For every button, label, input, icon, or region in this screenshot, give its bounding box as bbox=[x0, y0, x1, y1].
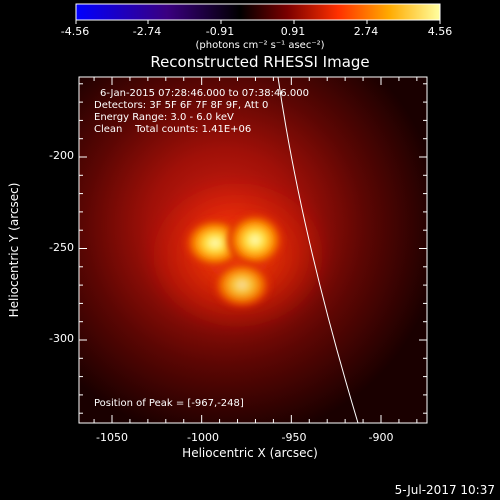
info-line-energy: Energy Range: 3.0 - 6.0 keV bbox=[94, 112, 234, 123]
x-tick-label-1: -1050 bbox=[96, 431, 128, 444]
x-tick-label-3: -950 bbox=[281, 431, 307, 444]
plot-image bbox=[79, 77, 427, 423]
peak-position-label: Position of Peak = [-967,-248] bbox=[94, 398, 244, 409]
colorbar-gradient bbox=[75, 3, 441, 21]
x-axis-label: Heliocentric X (arcsec) bbox=[182, 446, 318, 460]
y-axis-label: Heliocentric Y (arcsec) bbox=[7, 182, 21, 318]
colorbar-tick-label-1: -4.56 bbox=[60, 25, 90, 38]
plot-title: Reconstructed RHESSI Image bbox=[150, 53, 370, 71]
info-line-detectors: Detectors: 3F 5F 6F 7F 8F 9F, Att 0 bbox=[94, 100, 269, 111]
colorbar-svg bbox=[75, 3, 441, 24]
footer-timestamp: 5-Jul-2017 10:37 bbox=[394, 483, 495, 497]
colorbar-ticks bbox=[75, 20, 441, 24]
x-tick-label-4: -900 bbox=[368, 431, 394, 444]
colorbar-tick-label-4: 0.91 bbox=[280, 25, 306, 38]
y-tick-label-1: -200 bbox=[49, 149, 74, 162]
colorbar-units-label: (photons cm⁻² s⁻¹ asec⁻²) bbox=[195, 40, 325, 51]
x-tick-label-2: -1000 bbox=[187, 431, 219, 444]
axis-ticks bbox=[79, 77, 427, 423]
plot-frame bbox=[78, 76, 428, 424]
colorbar-tick-label-3: -0.91 bbox=[205, 25, 235, 38]
y-tick-label-2: -250 bbox=[49, 241, 74, 254]
info-line-counts: Clean Total counts: 1.41E+06 bbox=[94, 124, 252, 135]
colorbar-tick-label-2: -2.74 bbox=[132, 25, 162, 38]
info-line-time-range: 6-Jan-2015 07:28:46.000 to 07:38:46.000 bbox=[100, 88, 309, 99]
colorbar-tick-label-6: 4.56 bbox=[427, 25, 453, 38]
colorbar-tick-label-5: 2.74 bbox=[353, 25, 379, 38]
solar-limb-line bbox=[277, 77, 359, 423]
y-tick-label-3: -300 bbox=[49, 332, 74, 345]
